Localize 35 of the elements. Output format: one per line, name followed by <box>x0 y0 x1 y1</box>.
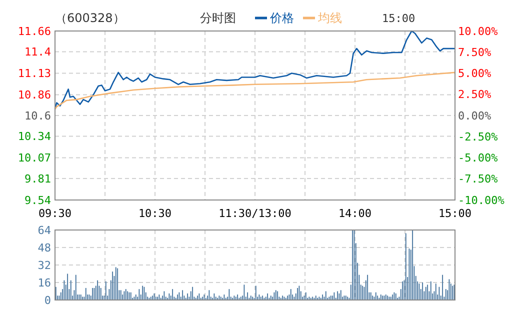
legend-label: 均线 <box>317 11 342 25</box>
line-series <box>54 72 456 110</box>
legend-label: 价格 <box>269 11 294 25</box>
y-tick-label: 0 <box>44 294 51 307</box>
y-tick-label: 10.86 <box>18 88 51 102</box>
y2-tick-label: 10.00% <box>458 24 498 38</box>
y-tick-label: 48 <box>38 241 51 254</box>
x-tick-label: 14:00 <box>338 207 372 220</box>
y2-tick-label: 7.50% <box>458 46 492 59</box>
y-tick-label: 16 <box>38 276 51 290</box>
y-tick-label: 10.34 <box>18 130 52 144</box>
chart-title: （600328） <box>55 11 125 25</box>
text: 15:00 <box>382 12 416 25</box>
x-tick-label: 09:30 <box>38 207 72 220</box>
chart-subtitle: 分时图 <box>200 11 236 25</box>
y2-tick-label: 5.00% <box>458 67 492 80</box>
y-tick-label: 32 <box>38 258 51 272</box>
y2-tick-label: -10.00% <box>458 194 505 207</box>
y-tick-label: 11.13 <box>18 67 51 80</box>
y2-tick-label: 0.00% <box>458 109 492 122</box>
y-tick-label: 9.81 <box>24 172 51 186</box>
y-tick-label: 9.54 <box>24 194 52 207</box>
y-tick-label: 11.66 <box>18 24 51 38</box>
y2-tick-label: 2.50% <box>458 88 492 102</box>
x-tick-label: 11:30/13:00 <box>218 207 292 220</box>
x-tick-label: 15:00 <box>438 207 472 220</box>
y-tick-label: 10.6 <box>24 109 51 122</box>
y2-tick-label: -2.50% <box>458 130 498 144</box>
y-tick-label: 10.07 <box>18 152 51 165</box>
line-series <box>54 30 456 110</box>
x-tick-label: 10:30 <box>138 207 172 220</box>
y2-tick-label: -5.00% <box>458 152 498 165</box>
y-tick-label: 64 <box>38 224 52 237</box>
y2-tick-label: -7.50% <box>458 172 498 186</box>
y-tick-label: 11.4 <box>24 46 52 59</box>
